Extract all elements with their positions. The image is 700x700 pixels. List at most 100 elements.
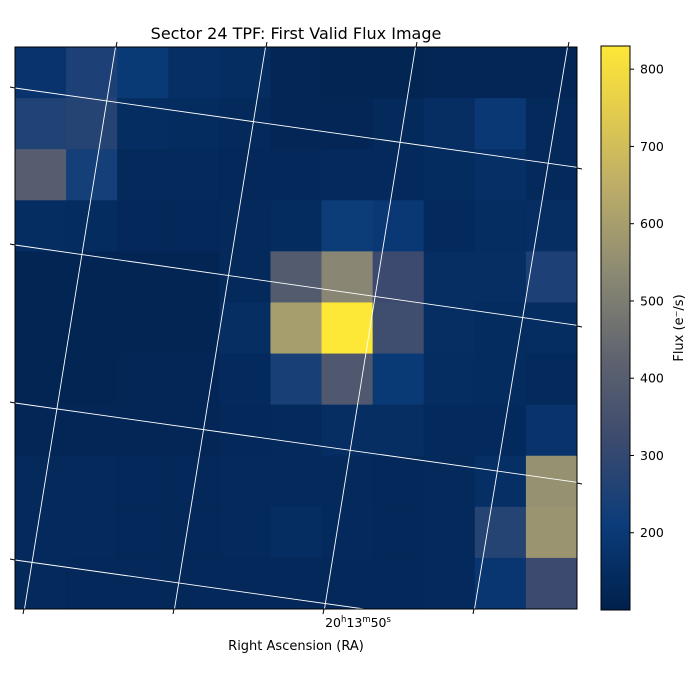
axis-tick [9, 401, 16, 404]
heatmap-cell [474, 251, 527, 303]
heatmap-cell [117, 200, 169, 252]
heatmap-cell [270, 302, 323, 355]
grid-line [324, 47, 416, 609]
heatmap-cell [117, 302, 169, 355]
heatmap-cell [15, 353, 67, 406]
heatmap-cell [321, 251, 374, 303]
heatmap-cell [66, 506, 118, 559]
heatmap-cell [117, 47, 169, 99]
heatmap-cell [117, 506, 169, 559]
colorbar-tick-label: 400 [640, 371, 664, 386]
heatmap-cell [321, 302, 374, 355]
axis-tick [576, 167, 583, 170]
heatmap-cell [168, 98, 220, 150]
heatmap-cell [15, 506, 67, 559]
heatmap-cell [372, 353, 425, 406]
heatmap-cell [219, 557, 271, 610]
coordinate-grid [15, 47, 577, 609]
heatmap-cell [270, 200, 323, 252]
axis-tick [9, 86, 16, 89]
heatmap-cell [15, 557, 67, 610]
axis-tick [22, 608, 25, 615]
heatmap-cell [372, 200, 425, 252]
heatmap-cell [15, 149, 67, 201]
heatmap-cell [270, 455, 323, 508]
heatmap-cell [219, 251, 271, 303]
heatmap-cell [321, 455, 374, 508]
heatmap-cell [66, 404, 118, 457]
heatmap-cell [168, 455, 220, 508]
axis-tick [472, 608, 475, 615]
heatmap-cell [525, 353, 578, 406]
colorbar [600, 45, 631, 611]
grid-line [15, 559, 365, 609]
heatmap-cell [66, 98, 118, 150]
heatmap-cell [423, 455, 476, 508]
heatmap-cell [525, 47, 578, 99]
heatmap-cell [66, 200, 118, 252]
ra-minutes: 13 [346, 615, 362, 630]
heatmap-cell [219, 455, 271, 508]
heatmap-cell [219, 302, 271, 355]
heatmap-cell [66, 302, 118, 355]
heatmap-cell [270, 353, 323, 406]
colorbar-tick-label: 300 [640, 448, 664, 463]
axis-tick [9, 558, 16, 561]
heatmap-cell [423, 251, 476, 303]
heatmap-cell [525, 404, 578, 457]
heatmap-cell [423, 47, 476, 99]
heatmap-cell [525, 200, 578, 252]
heatmap-cell [321, 47, 374, 99]
heatmap-cell [525, 251, 578, 303]
axis-tick [115, 41, 118, 48]
grid-line [24, 47, 116, 609]
axis-tick [415, 41, 418, 48]
heatmap-cell [372, 251, 425, 303]
heatmap-cell [219, 98, 271, 150]
heatmap-cell [270, 149, 323, 201]
heatmap-cell [219, 47, 271, 99]
axis-tick [172, 608, 175, 615]
grid-line [15, 244, 577, 326]
heatmap-cell [66, 353, 118, 406]
grid-line [15, 402, 577, 483]
heatmap-cell [423, 98, 476, 150]
heatmap-cell [66, 251, 118, 303]
heatmap-cell [321, 353, 374, 406]
colorbar-ticks: 200 300 400 500 600 700 800 [630, 62, 664, 540]
colorbar-tick-label: 200 [640, 525, 664, 540]
heatmap-cell [168, 200, 220, 252]
colorbar-tick-label: 500 [640, 293, 664, 308]
heatmap-cell [372, 455, 425, 508]
x-tick-label: 20h13m50s [325, 615, 391, 630]
heatmap-cell [168, 506, 220, 559]
heatmap-cell [372, 506, 425, 559]
heatmap-cell [474, 404, 527, 457]
chart-title: Sector 24 TPF: First Valid Flux Image [151, 24, 442, 43]
heatmap-cell [423, 557, 476, 610]
heatmap-cell [117, 557, 169, 610]
heatmap-cell [423, 353, 476, 406]
heatmap-cell [168, 557, 220, 610]
heatmap-cell [321, 149, 374, 201]
heatmap-cell [15, 98, 67, 150]
axis-tick [576, 482, 583, 485]
heatmap-cell [66, 557, 118, 610]
heatmap-cell [474, 302, 527, 355]
heatmap-cell [117, 149, 169, 201]
axis-ticks [9, 41, 583, 615]
heatmap-cell [219, 200, 271, 252]
colorbar-tick-label: 800 [640, 62, 664, 77]
heatmap-cell [117, 404, 169, 457]
heatmap-cell [423, 506, 476, 559]
heatmap-cell [117, 98, 169, 150]
heatmap-cell [168, 47, 220, 99]
heatmap-cell [15, 302, 67, 355]
ra-hours: 20 [325, 615, 341, 630]
heatmap-cell [321, 557, 374, 610]
heatmap-cell [117, 455, 169, 508]
heatmap-cell [525, 149, 578, 201]
heatmap-cell [474, 47, 527, 99]
heatmap-cell [474, 98, 527, 150]
heatmap-cell [117, 353, 169, 406]
